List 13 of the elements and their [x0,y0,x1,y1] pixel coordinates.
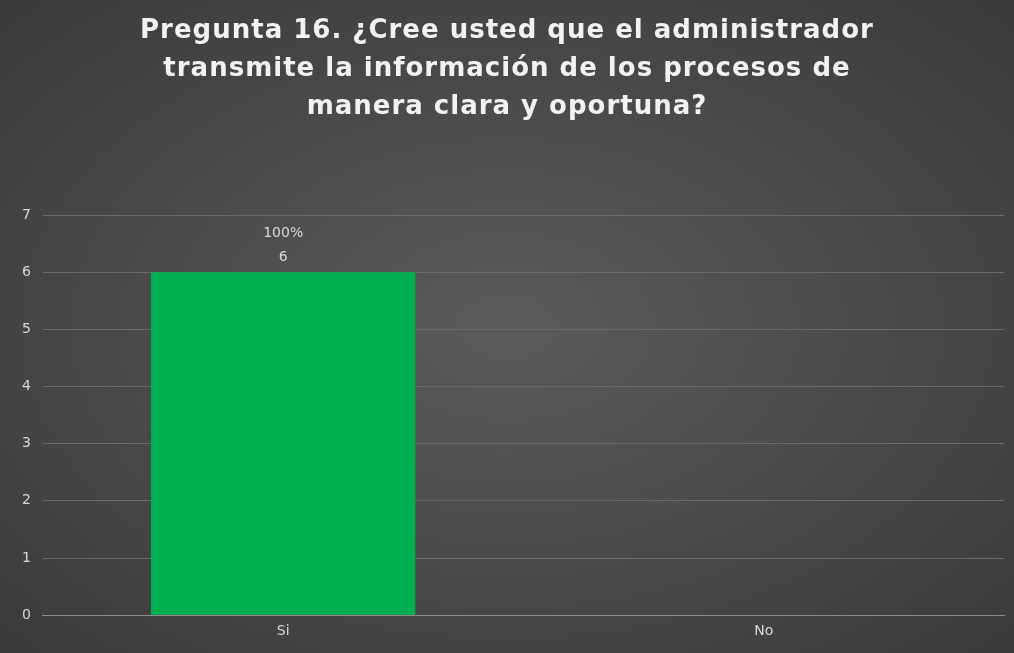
annotation: 100% [263,223,304,240]
x-tick-label: No [754,622,774,639]
y-tick-label: 1 [21,548,31,565]
y-tick-label: 2 [21,491,31,508]
y-tick-label: 3 [21,434,31,451]
x-tick-label: Si [276,622,290,639]
data-label: 6 [278,247,288,264]
y-tick-label: 7 [21,205,31,222]
y-tick-label: 5 [21,319,31,336]
y-tick-label: 6 [21,262,31,279]
chart-title: Pregunta 16. ¿Cree usted que el administrador transmite la información de los procesos de manera clara y oportuna? [139,13,875,122]
y-tick-label: 0 [21,605,31,622]
y-tick-label: 4 [21,377,31,394]
